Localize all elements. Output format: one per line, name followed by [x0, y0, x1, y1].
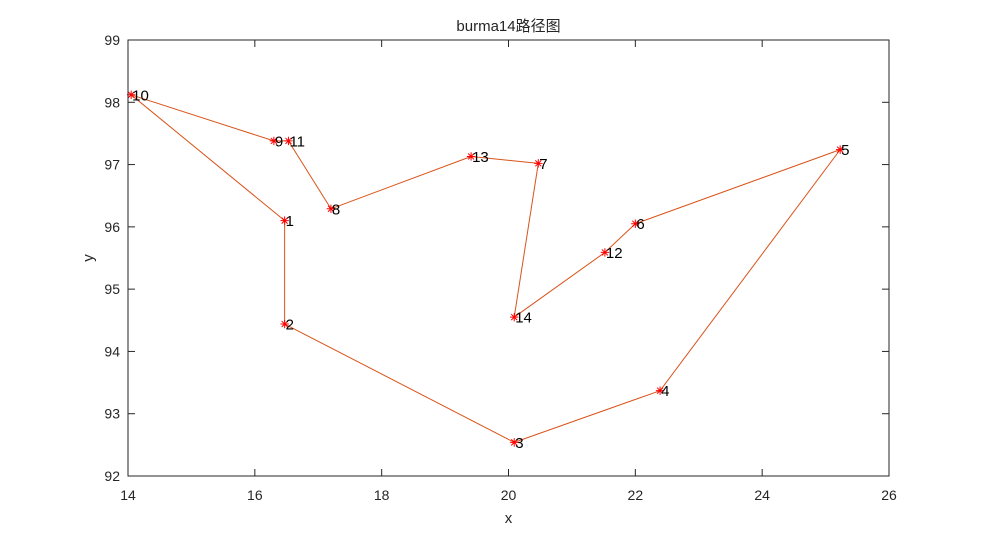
y-tick-label-96: 96: [104, 219, 120, 235]
city-label-11: 11: [289, 133, 305, 150]
y-tick-label-99: 99: [104, 32, 120, 48]
city-label-3: 3: [515, 435, 523, 452]
route-segment-5-4: [659, 149, 841, 391]
y-tick-label-95: 95: [104, 281, 120, 297]
y-tick-label-92: 92: [104, 468, 120, 484]
x-tick-label-22: 22: [628, 487, 644, 503]
chart-title: burma14路径图: [456, 18, 560, 35]
x-tick-label-24: 24: [754, 487, 770, 503]
axes: [127, 39, 890, 477]
city-marker-6: [631, 219, 640, 228]
y-tick-label-97: 97: [104, 157, 120, 173]
city-label-6: 6: [636, 216, 644, 233]
city-marker-12: [600, 248, 610, 257]
city-marker-10: [126, 90, 136, 100]
city-marker-11: [284, 136, 293, 146]
route-segment-11-8: [288, 140, 332, 210]
city-label-14: 14: [515, 310, 532, 327]
x-tick-label-16: 16: [247, 487, 263, 503]
city-marker-2: [280, 319, 289, 329]
city-marker-13: [466, 152, 476, 161]
y-tick-label-98: 98: [104, 94, 120, 110]
city-label-7: 7: [539, 156, 547, 173]
route-segment-14-12: [513, 251, 606, 318]
y-tick-label-94: 94: [104, 343, 120, 359]
y-tick-label-93: 93: [104, 406, 120, 422]
city-marker-1: [280, 216, 289, 225]
x-tick-label-26: 26: [881, 487, 897, 503]
city-marker-9: [269, 136, 279, 146]
y-ticks: 92 93 94 95 96 97 98 99: [104, 32, 120, 484]
x-tick-label-18: 18: [374, 487, 390, 503]
route-segment-10-9: [131, 94, 275, 142]
city-marker-14: [510, 312, 519, 322]
city-label-13: 13: [472, 149, 489, 166]
city-marker-4: [655, 386, 665, 395]
route-segment-1-10: [130, 94, 285, 222]
x-ticks: 14 16 18 20 22 24 26: [120, 487, 897, 503]
plot-area: [128, 40, 889, 476]
x-tick-label-20: 20: [501, 487, 517, 503]
route-segment-4-3: [514, 390, 661, 443]
route-segment-13-7: [471, 155, 539, 164]
city-label-10: 10: [132, 87, 149, 104]
route-segment-7-14: [513, 163, 539, 318]
city-label-8: 8: [332, 201, 340, 218]
city-marker-8: [326, 204, 336, 213]
city-label-4: 4: [661, 383, 669, 400]
city-label-2: 2: [286, 317, 294, 334]
route-segment-6-5: [635, 149, 841, 225]
x-tick-label-14: 14: [120, 487, 136, 503]
y-axis-label: y: [80, 254, 97, 262]
route-segment-12-6: [604, 223, 636, 253]
city-marker-7: [534, 159, 543, 168]
city-marker-3: [510, 438, 519, 447]
x-axis-label: x: [505, 510, 513, 527]
city-label-12: 12: [606, 245, 623, 262]
city-label-5: 5: [841, 142, 849, 159]
city-marker-5: [835, 145, 845, 154]
route-segment-3-2: [284, 323, 515, 443]
route-segment-8-13: [330, 156, 472, 210]
city-label-9: 9: [275, 133, 283, 150]
city-markers: [126, 90, 845, 447]
city-label-1: 1: [286, 213, 294, 230]
